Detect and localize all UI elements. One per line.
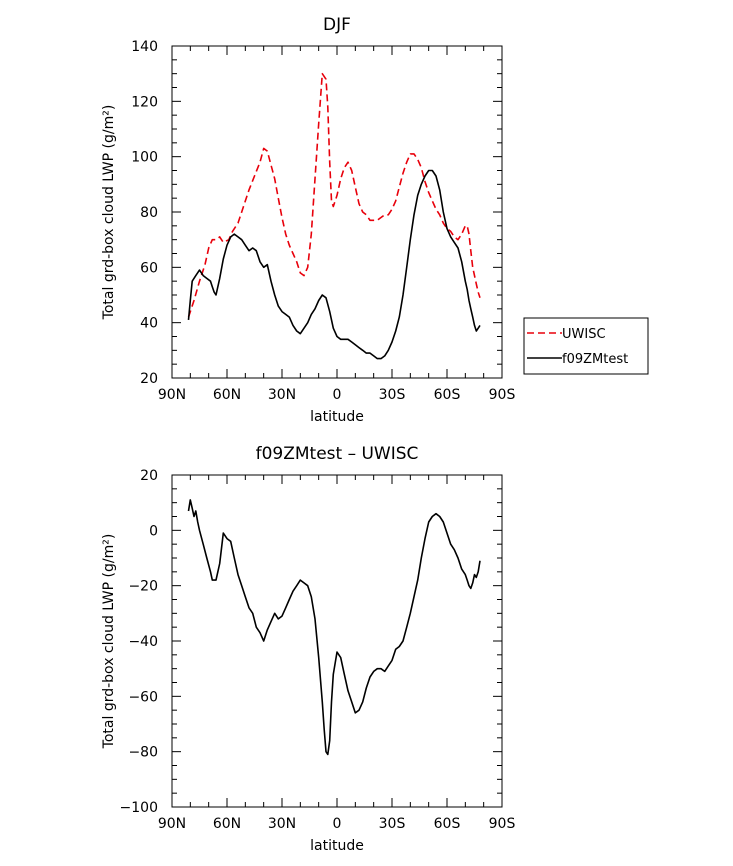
legend-box xyxy=(523,317,649,375)
plot-frame xyxy=(171,474,503,808)
x-tick-label: 0 xyxy=(333,816,342,832)
y-tick-label: −60 xyxy=(128,689,158,705)
x-tick-label: 0 xyxy=(333,387,342,403)
plot-frame xyxy=(171,45,503,379)
y-tick-label: −100 xyxy=(120,800,158,816)
y-tick-label: 0 xyxy=(149,523,158,539)
series-line-f09zmtest xyxy=(187,169,481,360)
x-tick-label: 30N xyxy=(268,387,296,403)
x-axis-label: latitude xyxy=(310,409,364,425)
x-tick-label: 60S xyxy=(434,387,461,403)
y-axis-label: Total grd-box cloud LWP (g/m²) xyxy=(101,105,117,321)
legend-label: UWISC xyxy=(562,327,606,342)
chart-title: DJF xyxy=(323,15,351,35)
y-tick-label: 40 xyxy=(140,316,158,332)
x-tick-label: 90N xyxy=(158,387,186,403)
chart-title: f09ZMtest – UWISC xyxy=(256,444,419,464)
y-tick-label: −40 xyxy=(128,634,158,650)
x-tick-label: 30N xyxy=(268,816,296,832)
y-tick-label: 80 xyxy=(140,205,158,221)
x-tick-label: 90S xyxy=(489,387,516,403)
y-tick-label: −80 xyxy=(128,745,158,761)
y-tick-label: 120 xyxy=(131,94,158,110)
y-tick-label: −20 xyxy=(128,579,158,595)
series-line-f09zmtest-uwisc xyxy=(187,499,481,756)
y-axis-label: Total grd-box cloud LWP (g/m²) xyxy=(101,534,117,750)
x-tick-label: 30S xyxy=(379,387,406,403)
y-tick-label: 60 xyxy=(140,260,158,276)
x-tick-label: 90N xyxy=(158,816,186,832)
y-tick-label: 100 xyxy=(131,150,158,166)
x-tick-label: 90S xyxy=(489,816,516,832)
chart-difference: f09ZMtest – UWISC 90N 60N 30N 0 30S 60S 90S −100… xyxy=(101,444,515,854)
x-tick-label: 60N xyxy=(213,816,241,832)
x-axis-label: latitude xyxy=(310,838,364,854)
y-tick-label: 20 xyxy=(140,468,158,484)
legend-label: f09ZMtest xyxy=(562,352,628,367)
x-tick-label: 30S xyxy=(379,816,406,832)
chart-djf: DJF 90N 60N 30N 0 30S 60S 90S 20 40 60 80 100 120 140 l… xyxy=(101,15,649,425)
x-tick-label: 60N xyxy=(213,387,241,403)
x-tick-label: 60S xyxy=(434,816,461,832)
series-line-uwisc xyxy=(187,72,481,318)
y-tick-label: 140 xyxy=(131,39,158,55)
y-tick-label: 20 xyxy=(140,371,158,387)
